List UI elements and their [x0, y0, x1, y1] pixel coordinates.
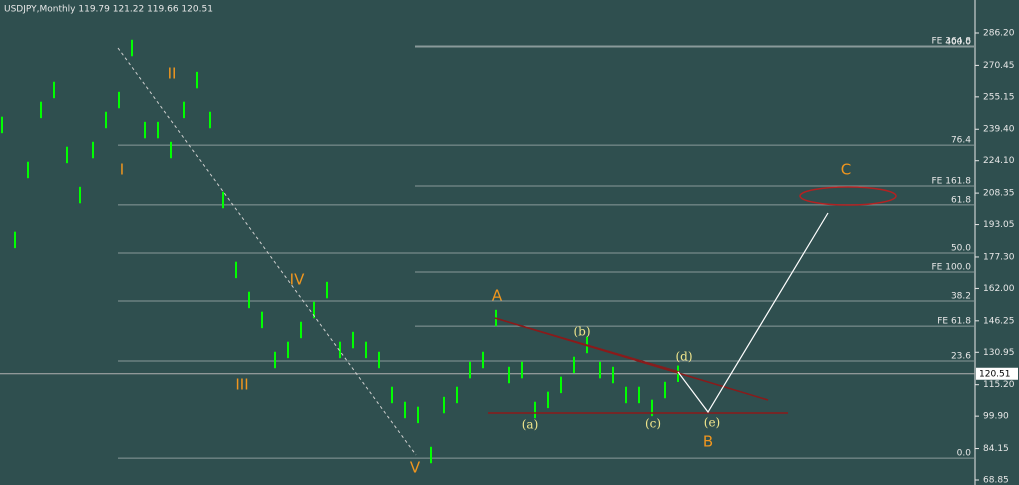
- wave-label: A: [492, 287, 503, 305]
- wave-label: I: [120, 161, 124, 179]
- level-label: 23.6: [951, 352, 971, 362]
- y-tick-label: 286.20: [983, 29, 1015, 39]
- y-tick-label: 224.10: [983, 156, 1015, 166]
- level-label: FE 161.8: [932, 177, 972, 187]
- level-label: 50.0: [951, 244, 971, 254]
- wave-label: (d): [675, 350, 692, 364]
- y-tick-label: 115.20: [983, 380, 1015, 390]
- wave-label: (e): [704, 416, 720, 430]
- last-price-label: 120.51: [979, 369, 1011, 379]
- y-tick-label: 162.00: [983, 284, 1015, 294]
- wave-label: (b): [573, 325, 590, 339]
- y-tick-label: 255.15: [983, 92, 1015, 102]
- y-tick-label: 208.35: [983, 189, 1015, 199]
- level-label: 76.4: [951, 136, 971, 146]
- y-tick-label: 146.25: [983, 316, 1015, 326]
- y-tick-label: 270.45: [983, 61, 1015, 71]
- y-tick-label: 68.85: [983, 476, 1009, 485]
- trend-line: [494, 317, 681, 373]
- y-tick-label: 130.95: [983, 348, 1015, 358]
- level-label: FE 61.8: [937, 317, 971, 327]
- wave-label: IV: [290, 271, 305, 289]
- level-label: 400.0: [945, 37, 971, 47]
- target-ellipse: [799, 186, 897, 206]
- projection-line: [677, 212, 829, 414]
- wave-label: (a): [522, 418, 539, 432]
- level-label: 0.0: [957, 449, 972, 459]
- level-label: FE 364.8: [932, 36, 972, 46]
- level-label: FE 100.0: [932, 262, 972, 272]
- trend-line: [117, 47, 417, 456]
- wave-label: II: [168, 65, 177, 83]
- wave-label: B: [703, 433, 713, 451]
- y-tick-label: 84.15: [983, 444, 1009, 454]
- wave-label: III: [235, 376, 248, 394]
- y-tick-label: 239.40: [983, 125, 1015, 135]
- level-label: 38.2: [951, 291, 971, 301]
- wave-label: V: [410, 459, 421, 477]
- level-label: 61.8: [951, 195, 971, 205]
- y-tick-label: 177.30: [983, 252, 1015, 262]
- y-tick-label: 99.90: [983, 412, 1009, 422]
- y-tick-label: 193.05: [983, 220, 1015, 230]
- wave-label: C: [841, 161, 851, 179]
- wave-label: (c): [645, 417, 661, 431]
- chart-title: USDJPY,Monthly 119.79 121.22 119.66 120.…: [4, 5, 213, 15]
- last-price-box: [976, 367, 1018, 380]
